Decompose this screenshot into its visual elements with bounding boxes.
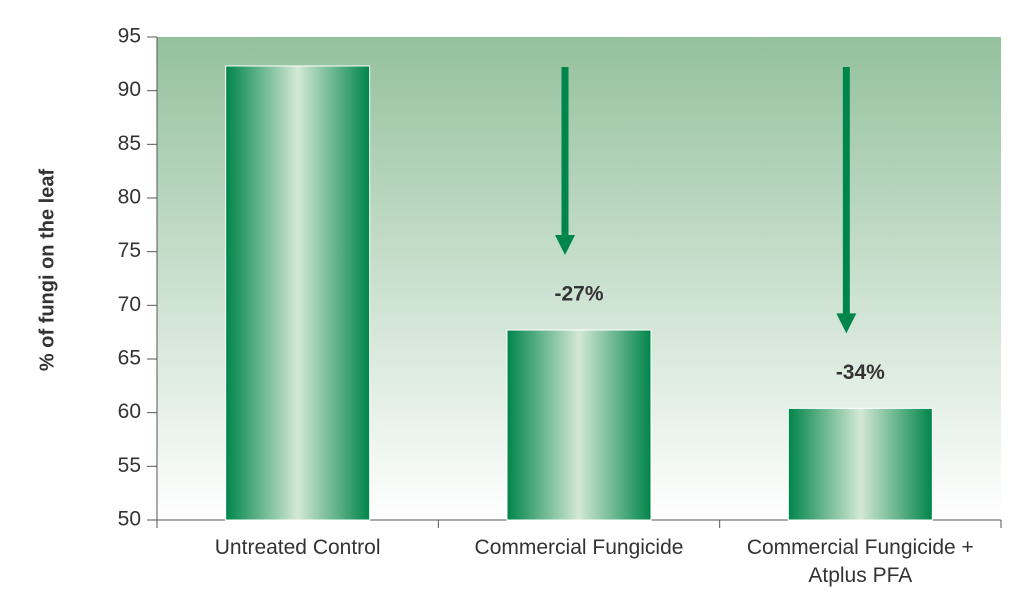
y-tick-label: 90 xyxy=(118,78,141,101)
x-tick-label: Commercial Fungicide + Atplus PFA xyxy=(746,536,974,587)
y-tick-label: 80 xyxy=(118,186,141,209)
y-tick-label: 75 xyxy=(118,239,141,262)
y-tick-label: 60 xyxy=(118,400,141,423)
x-tick-label: Commercial Fungicide xyxy=(474,536,684,559)
arrow-head xyxy=(836,313,857,334)
y-axis-label: % of fungi on the leaf xyxy=(36,169,58,372)
y-tick-label: 95 xyxy=(118,25,141,48)
annotation: -34% xyxy=(836,361,885,384)
annotation: -27% xyxy=(554,283,603,306)
y-tick-label: 55 xyxy=(118,454,141,477)
y-tick-label: 85 xyxy=(118,132,141,155)
y-tick-label: 65 xyxy=(118,347,141,370)
y-tick-label: 70 xyxy=(118,293,141,316)
y-tick-label: 50 xyxy=(118,508,141,531)
arrow-head xyxy=(555,235,575,256)
bar xyxy=(787,407,933,521)
bar xyxy=(225,65,371,521)
bar xyxy=(506,329,652,521)
x-tick-label: Untreated Control xyxy=(214,536,381,559)
